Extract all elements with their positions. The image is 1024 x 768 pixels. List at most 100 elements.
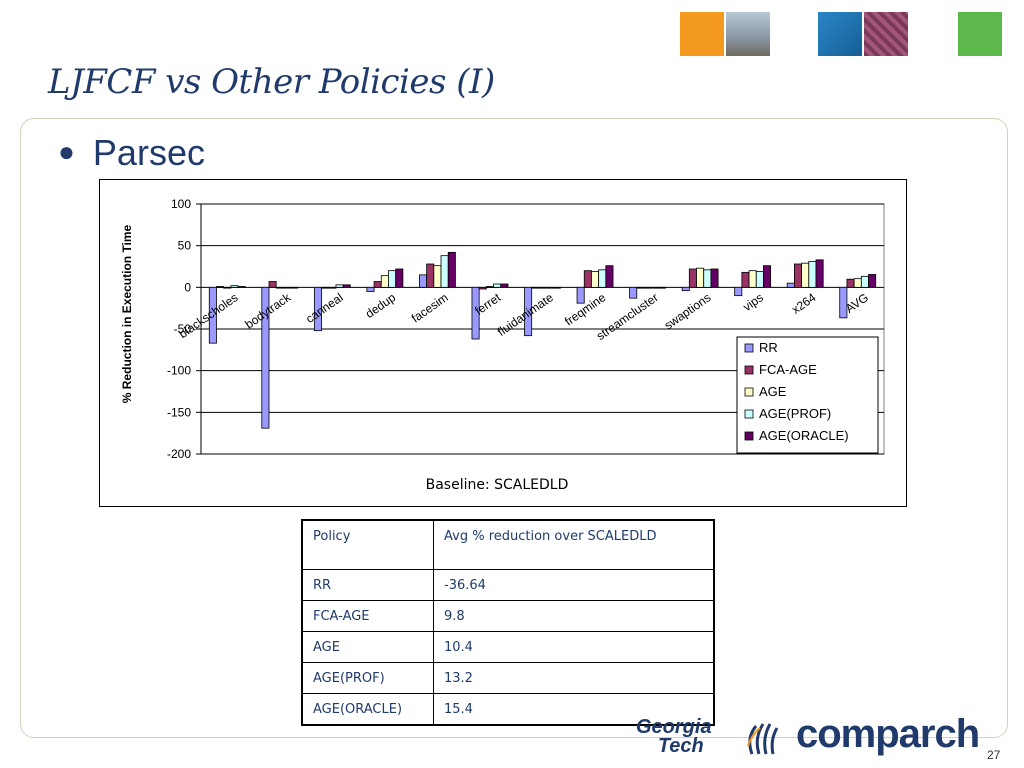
- table-row: AGE(ORACLE) 15.4: [301, 693, 715, 726]
- y-tick-label: -200: [167, 447, 191, 461]
- bar: [545, 286, 554, 289]
- table-header-cell: Avg % reduction over SCALEDLD: [433, 519, 715, 570]
- bar: [342, 284, 351, 288]
- bar: [478, 286, 487, 290]
- orange-tile-icon: [680, 12, 724, 56]
- bar: [657, 286, 666, 289]
- legend-swatch: [744, 431, 754, 441]
- logo-text: Georgia: [636, 716, 712, 738]
- bar: [703, 269, 712, 288]
- legend-label: FCA-AGE: [759, 362, 817, 377]
- page-number: 27: [987, 748, 1001, 762]
- legend-label: AGE(ORACLE): [759, 428, 849, 443]
- bar: [860, 275, 869, 288]
- bar: [605, 265, 614, 288]
- x-tick-label: swaptions: [662, 290, 714, 332]
- x-tick-label: canneal: [303, 290, 345, 326]
- bar: [419, 274, 428, 288]
- bar: [261, 286, 270, 429]
- bar: [237, 286, 246, 288]
- bar: [801, 262, 810, 288]
- bar: [531, 286, 540, 289]
- bar: [591, 271, 600, 288]
- bar: [275, 286, 284, 289]
- bar: [710, 268, 719, 288]
- bar: [696, 267, 705, 288]
- bar: [576, 286, 585, 304]
- bar: [283, 286, 292, 289]
- x-tick-label: blackscholes: [176, 290, 240, 341]
- table-cell: 13.2: [433, 662, 715, 694]
- comparch-logo: comparch: [796, 712, 980, 756]
- table-cell: FCA-AGE: [301, 600, 434, 632]
- bar: [268, 281, 277, 288]
- circuit-photo-icon: [864, 12, 908, 56]
- legend-swatch: [744, 387, 754, 397]
- y-tick-label: 100: [171, 197, 191, 211]
- bar: [808, 261, 817, 288]
- bar: [763, 265, 772, 288]
- blue-tile-icon: [818, 12, 862, 56]
- bar: [583, 270, 592, 288]
- bar: [853, 278, 862, 288]
- bar: [366, 286, 375, 292]
- bar: [688, 268, 697, 288]
- legend-label: AGE(PROF): [759, 406, 831, 421]
- bar: [500, 283, 509, 288]
- legend-label: AGE: [759, 384, 787, 399]
- x-tick-label: facesim: [409, 290, 451, 325]
- x-tick-label: vips: [740, 290, 766, 314]
- bar: [440, 255, 449, 288]
- table-cell: 9.8: [433, 600, 715, 632]
- bar: [433, 265, 442, 288]
- bar: [335, 284, 344, 288]
- policy-table: Policy Avg % reduction over SCALEDLD RR …: [301, 519, 715, 726]
- bar: [538, 286, 547, 289]
- bar: [290, 286, 299, 289]
- bullet-text: Parsec: [92, 132, 205, 173]
- table-cell: AGE(ORACLE): [301, 693, 434, 726]
- bar: [650, 286, 659, 289]
- georgia-tech-logo: Georgia Tech: [636, 716, 712, 756]
- table-row: RR -36.64: [301, 569, 715, 601]
- table-row: FCA-AGE 9.8: [301, 600, 715, 632]
- legend-swatch: [744, 365, 754, 375]
- table-cell: 10.4: [433, 631, 715, 663]
- bar: [636, 286, 645, 289]
- slide-title: LJFCF vs Other Policies (I): [48, 62, 495, 102]
- bar: [471, 286, 480, 340]
- bar: [748, 270, 757, 288]
- photo-campus-icon: [726, 12, 770, 56]
- table-header-cell: Policy: [301, 519, 434, 570]
- bar: [426, 263, 435, 288]
- bar: [552, 286, 561, 289]
- chart-container: 100 50 0 -50 -100 -150 -200 blackscholes bodytr…: [99, 179, 907, 507]
- bar: [313, 286, 322, 332]
- x-tick-label: freqmine: [562, 290, 609, 328]
- x-tick-label: dedup: [363, 290, 399, 321]
- bar: [846, 278, 855, 288]
- bar: [447, 251, 456, 288]
- bar: [493, 283, 502, 288]
- green-tile-icon: [958, 12, 1002, 56]
- y-axis-label: % Reduction in Execution Time: [120, 224, 134, 403]
- bar: [485, 286, 494, 288]
- y-tick-label: -150: [167, 405, 191, 419]
- bar: [230, 285, 239, 288]
- y-tick-label: -50: [174, 322, 192, 336]
- y-tick-label: 0: [184, 280, 191, 294]
- bar: [388, 270, 397, 288]
- legend-label: RR: [759, 340, 778, 355]
- bar: [598, 269, 607, 288]
- bullet-dot-icon: ●: [58, 136, 75, 167]
- bar: [524, 286, 533, 337]
- bar: [380, 275, 389, 288]
- bar: [741, 271, 750, 288]
- bar: [629, 286, 638, 299]
- bar: [786, 282, 795, 288]
- bullet-item: ● Parsec: [58, 132, 205, 174]
- bar: [223, 286, 232, 289]
- x-tick-label: x264: [789, 290, 819, 317]
- comparch-swirl-icon: [747, 723, 779, 755]
- y-tick-label: 50: [178, 239, 192, 253]
